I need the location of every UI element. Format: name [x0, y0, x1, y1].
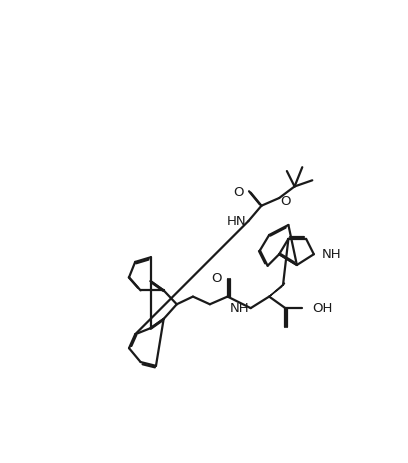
Text: O: O — [281, 195, 291, 208]
Polygon shape — [269, 283, 285, 297]
Text: NH: NH — [322, 248, 341, 261]
Text: HN: HN — [226, 215, 246, 228]
Text: O: O — [233, 186, 244, 199]
Text: NH: NH — [230, 301, 249, 315]
Text: O: O — [211, 272, 222, 285]
Text: OH: OH — [312, 301, 333, 315]
